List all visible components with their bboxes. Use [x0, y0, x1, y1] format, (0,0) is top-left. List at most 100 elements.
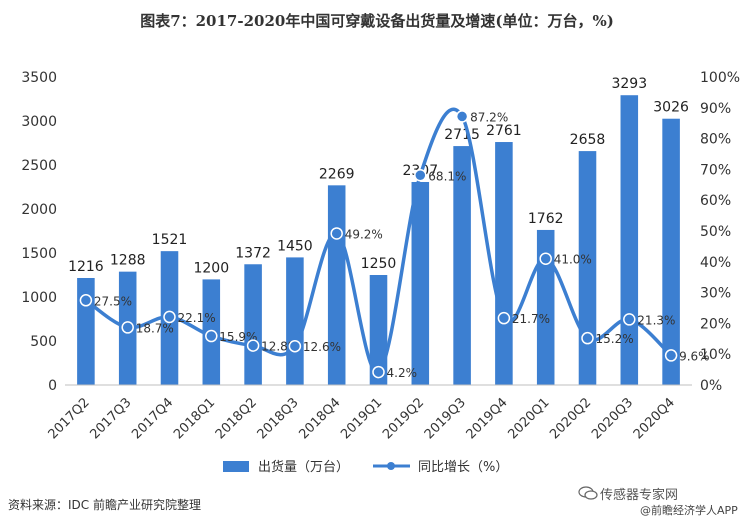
- x-tick-label: 2020Q1: [505, 395, 552, 442]
- bar: [536, 229, 555, 385]
- bar-value-label: 2715: [444, 127, 480, 143]
- bar-value-label: 1372: [235, 245, 271, 261]
- bar-value-label: 1450: [277, 238, 313, 254]
- legend: 出货量（万台） 同比增长（%）: [223, 459, 508, 475]
- bar: [411, 181, 430, 385]
- line-value-label: 12.6%: [303, 340, 341, 354]
- line-point: [414, 169, 427, 182]
- right-tick-label: 0%: [700, 378, 722, 394]
- chart-title: 图表7：2017-2020年中国可穿戴设备出货量及增速(单位：万台，%): [140, 12, 614, 30]
- x-axis: 2017Q22017Q32017Q42018Q12018Q22018Q32018…: [46, 384, 692, 442]
- right-tick-label: 100%: [700, 70, 740, 86]
- x-tick-label: 2018Q1: [171, 395, 218, 442]
- right-axis: 0% 10% 20% 30% 40% 50% 60% 70% 80% 90% 100%: [700, 70, 740, 394]
- bar-value-label: 2269: [319, 166, 355, 182]
- bar-value-label: 2761: [486, 123, 522, 139]
- x-tick-label: 2020Q3: [589, 395, 636, 442]
- bar: [369, 275, 388, 385]
- line-point: [79, 294, 93, 307]
- bar-value-label: 2658: [570, 132, 606, 148]
- right-tick-label: 70%: [700, 162, 731, 178]
- bar: [327, 185, 346, 385]
- bar-value-label: 1288: [110, 253, 146, 269]
- line-point: [288, 339, 302, 353]
- line-series: 27.5%18.7%22.1%15.9%12.8% 12.6%49.2%4.2%6…: [79, 107, 710, 380]
- left-tick-label: 2500: [21, 158, 57, 174]
- bar-value-label: 1216: [68, 259, 104, 275]
- line-value-label: 21.3%: [637, 313, 675, 327]
- line-point: [664, 349, 678, 362]
- line-value-label: 15.9%: [219, 330, 257, 344]
- bar-value-label: 3293: [611, 76, 647, 92]
- watermark-sub: @前瞻经济学人APP: [640, 504, 738, 517]
- right-tick-label: 30%: [700, 286, 731, 302]
- legend-line-label: 同比增长（%）: [418, 460, 508, 475]
- x-tick-label: 2019Q2: [380, 395, 427, 442]
- bar: [77, 277, 95, 385]
- source-note: 资料来源：IDC 前瞻产业研究院整理: [8, 498, 201, 512]
- line-point: [330, 227, 343, 240]
- bar-value-label: 3026: [653, 100, 689, 116]
- x-tick-label: 2018Q2: [213, 395, 260, 442]
- legend-bar-swatch: [223, 461, 249, 472]
- line-point: [497, 311, 511, 325]
- bar: [620, 95, 639, 385]
- bar: [453, 146, 471, 385]
- wechat-icon: [578, 486, 598, 500]
- left-tick-label: 500: [30, 334, 57, 350]
- line-value-label: 27.5%: [94, 294, 132, 308]
- bar-value-label: 1762: [528, 211, 564, 227]
- line-value-label: 18.7%: [136, 321, 174, 335]
- left-tick-label: 0: [48, 378, 57, 394]
- left-tick-label: 3000: [21, 114, 57, 130]
- right-tick-label: 60%: [700, 193, 731, 209]
- bar: [662, 118, 680, 385]
- bar-value-label: 1250: [361, 256, 397, 272]
- watermark-text: 传感器专家网: [600, 488, 679, 503]
- bar: [495, 142, 513, 385]
- bar: [286, 257, 304, 385]
- line-value-label: 68.1%: [428, 169, 466, 183]
- right-tick-label: 50%: [700, 224, 731, 240]
- legend-bar-label: 出货量（万台）: [258, 459, 349, 475]
- left-tick-label: 2000: [21, 202, 57, 218]
- bar-value-label: 1200: [193, 260, 229, 276]
- right-tick-label: 10%: [700, 347, 731, 363]
- line-value-label: 49.2%: [345, 227, 383, 241]
- line-point: [581, 331, 594, 345]
- x-tick-label: 2018Q4: [296, 395, 343, 442]
- line-point: [205, 329, 218, 343]
- line-value-label: 15.2%: [596, 332, 634, 346]
- line-point: [455, 110, 469, 123]
- x-tick-label: 2017Q2: [46, 395, 93, 442]
- left-tick-label: 1500: [21, 246, 57, 262]
- line-value-label: 4.2%: [387, 366, 418, 380]
- x-tick-label: 2020Q4: [631, 395, 678, 442]
- line-value-label: 41.0%: [554, 253, 592, 267]
- line-point: [539, 252, 552, 265]
- left-axis: 0 500 1000 1500 2000 2500 3000 3500: [21, 70, 57, 394]
- bar: [578, 151, 597, 385]
- bar-series: 1216128815211200137214502269125023072715…: [68, 76, 689, 385]
- x-tick-label: 2019Q4: [464, 395, 511, 442]
- left-tick-label: 3500: [21, 70, 57, 86]
- x-tick-label: 2019Q3: [422, 395, 469, 442]
- right-tick-label: 80%: [700, 132, 731, 148]
- line-value-label: 21.7%: [512, 312, 550, 326]
- right-tick-label: 90%: [700, 101, 731, 117]
- line-value-label: 22.1%: [178, 311, 216, 325]
- bar-value-label: 1521: [152, 232, 188, 248]
- right-tick-label: 40%: [700, 255, 731, 271]
- bar: [244, 264, 262, 385]
- x-tick-label: 2018Q3: [255, 395, 302, 442]
- x-tick-label: 2017Q4: [129, 395, 176, 442]
- x-tick-label: 2020Q2: [547, 395, 594, 442]
- left-tick-label: 1000: [21, 290, 57, 306]
- line-point: [121, 321, 134, 334]
- line-point: [623, 313, 636, 326]
- line-value-label: 87.2%: [470, 110, 508, 124]
- x-tick-label: 2019Q1: [338, 395, 385, 442]
- line-point: [163, 310, 176, 324]
- right-tick-label: 20%: [700, 316, 731, 332]
